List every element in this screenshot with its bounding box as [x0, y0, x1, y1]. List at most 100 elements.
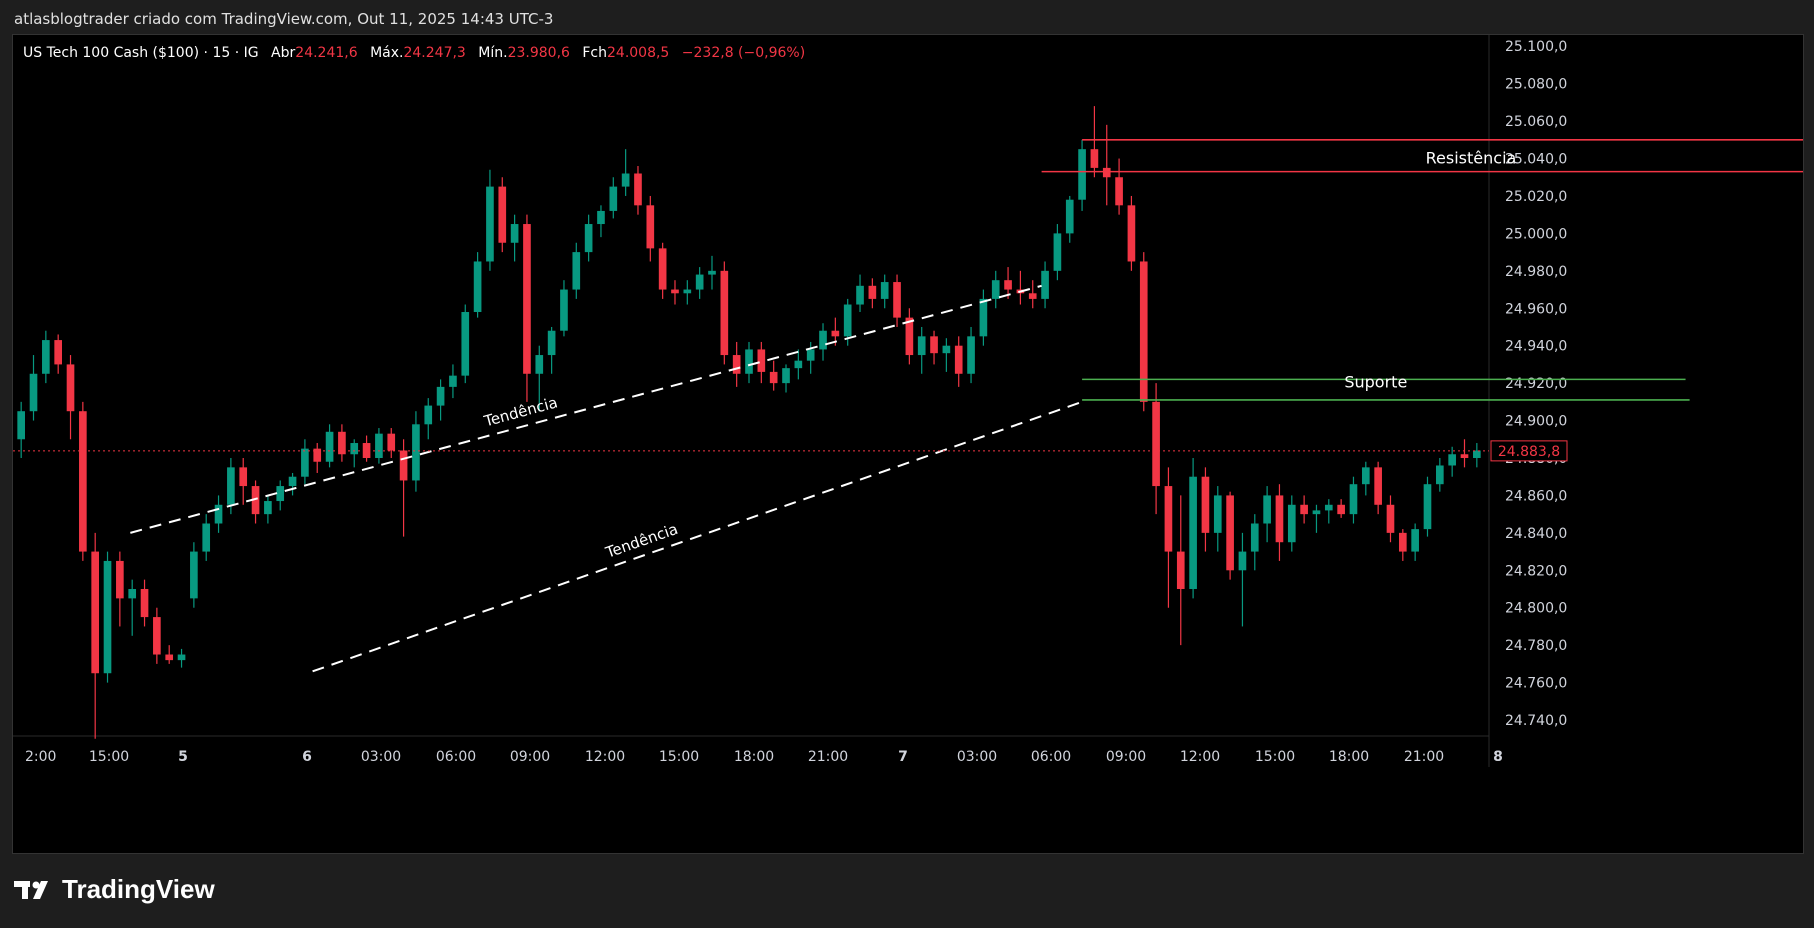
x-tick-label: 09:00 [1106, 749, 1146, 765]
x-tick-label: 06:00 [1031, 749, 1071, 765]
high-value: 24.247,3 [403, 45, 466, 61]
x-tick-label: 7 [898, 749, 908, 765]
candle-body [325, 431, 334, 462]
y-tick-label: 24.740,0 [1505, 713, 1567, 729]
candle-body [66, 364, 75, 412]
candle-body [732, 355, 741, 374]
candle-body [103, 560, 112, 674]
candle-body [1386, 504, 1395, 533]
candle-body [338, 431, 346, 455]
candle-body [1164, 486, 1173, 552]
y-tick-label: 24.900,0 [1505, 414, 1567, 430]
candle-body [979, 298, 988, 337]
candle-body [91, 551, 100, 674]
candle-body [634, 173, 642, 206]
x-tick-label: 12:00 [585, 749, 625, 765]
candle-body [362, 443, 371, 458]
candlestick-chart[interactable]: 25.100,0 25.080,0 25.060,0 25.040,0 25.020,0… [13, 35, 1803, 853]
candle-body [1312, 510, 1321, 515]
x-tick-label: 15:00 [89, 749, 129, 765]
y-tick-label: 24.840,0 [1505, 526, 1567, 542]
candle-body [954, 345, 963, 374]
candle-body [1090, 149, 1099, 168]
candle-body [153, 617, 161, 655]
y-tick-label: 24.760,0 [1505, 676, 1567, 692]
candle-body [1250, 523, 1259, 552]
candle-body [658, 248, 667, 290]
y-tick-label: 24.860,0 [1505, 488, 1567, 504]
candle-body [695, 274, 704, 290]
x-tick-label: 06:00 [436, 749, 476, 765]
low-value: 23.980,6 [507, 45, 570, 61]
candle-body [683, 289, 692, 294]
candle-body [621, 173, 630, 187]
candle-body [572, 252, 581, 290]
candle-body [473, 261, 482, 313]
candle-body [449, 375, 457, 387]
candle-body [584, 224, 593, 253]
candle-body [510, 224, 519, 243]
tradingview-brand[interactable]: TradingView [14, 874, 215, 905]
candle-body [140, 589, 149, 618]
candle-body [1460, 454, 1469, 458]
candle-body [177, 654, 186, 661]
high-label: Máx. [370, 45, 404, 61]
candle-body [868, 285, 877, 299]
x-tick-label: 03:00 [957, 749, 997, 765]
candle-body [1102, 167, 1111, 178]
candle-body [930, 336, 938, 354]
candle-body [264, 501, 272, 515]
candle-body [1287, 504, 1296, 543]
close-label: Fch [582, 45, 607, 61]
candle-body [1361, 467, 1370, 485]
candle-body [79, 411, 87, 552]
candle-body [1053, 233, 1062, 271]
candle-body [831, 330, 840, 337]
x-tick-label: 12:00 [1180, 749, 1220, 765]
resistance-label: Resistência [1426, 149, 1517, 168]
close-value: 24.008,5 [607, 45, 670, 61]
candle-body [1028, 293, 1037, 299]
open-value: 24.241,6 [295, 45, 358, 61]
x-tick-label: 2:00 [25, 749, 56, 765]
y-tick-label: 24.980,0 [1505, 264, 1567, 280]
candle-body [1411, 529, 1419, 552]
candle-body [806, 349, 815, 361]
symbol-name[interactable]: US Tech 100 Cash ($100) · 15 · IG [23, 45, 259, 61]
x-tick-label: 09:00 [510, 749, 550, 765]
candle-body [1176, 551, 1185, 590]
open-label: Abr [271, 45, 296, 61]
candle-body [17, 411, 25, 440]
candle-body [288, 476, 297, 487]
candle-body [116, 560, 124, 599]
candle-body [819, 330, 827, 350]
candle-body [782, 368, 790, 384]
candle-body [967, 336, 975, 374]
candle-body [1127, 205, 1136, 262]
candle-body [1201, 476, 1210, 533]
candle-body [1115, 177, 1123, 206]
y-tick-label: 24.960,0 [1505, 301, 1567, 317]
candle-body [942, 345, 951, 354]
candle-body [1078, 149, 1086, 200]
candle-body [1139, 261, 1148, 402]
brand-name: TradingView [62, 874, 215, 904]
x-tick-label: 5 [178, 749, 188, 765]
symbol-legend: US Tech 100 Cash ($100) · 15 · IG Abr24.… [23, 45, 805, 61]
y-tick-label: 25.020,0 [1505, 189, 1567, 205]
candle-body [745, 349, 753, 374]
candle-body [1065, 199, 1074, 234]
candle-body [239, 467, 248, 487]
y-tick-label: 24.940,0 [1505, 339, 1567, 355]
candle-body [1349, 484, 1358, 515]
candle-body [276, 486, 285, 502]
candle-body [190, 551, 198, 599]
candle-body [1374, 467, 1382, 505]
x-tick-label: 21:00 [808, 749, 848, 765]
chart-panel[interactable]: 25.100,0 25.080,0 25.060,0 25.040,0 25.020,0… [12, 34, 1804, 854]
candle-body [609, 186, 618, 211]
candle-body [893, 282, 901, 318]
candle-body [843, 304, 852, 337]
candle-body [165, 654, 174, 661]
candle-body [1435, 465, 1444, 485]
